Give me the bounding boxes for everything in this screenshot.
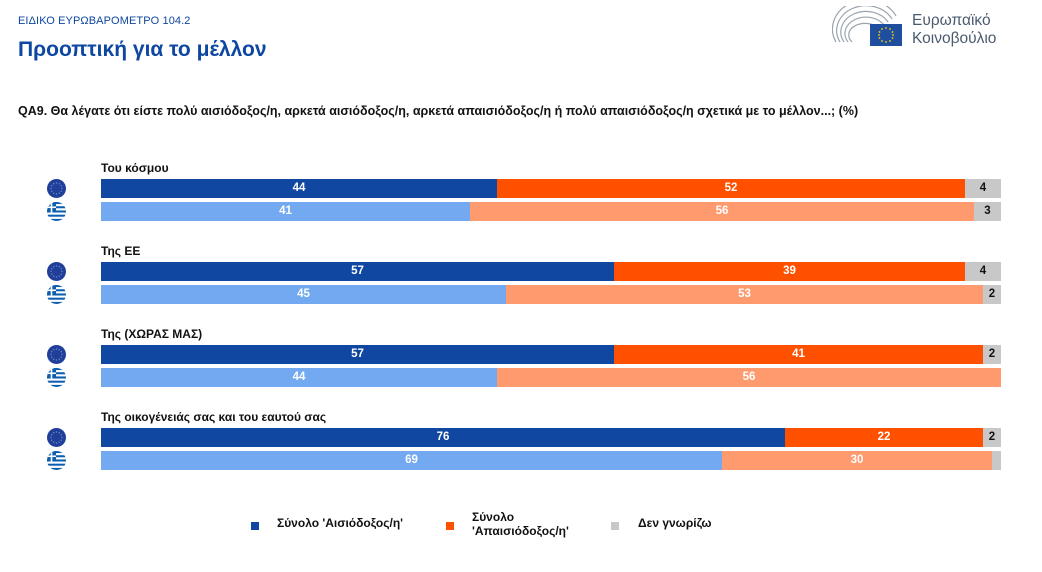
legend-swatch-optimistic: [251, 522, 259, 530]
bar-segment-optimistic: [101, 285, 506, 304]
bar-row-gr: 45 53 2: [101, 285, 1001, 304]
data-label-dont-know: 2: [988, 288, 996, 300]
data-label-optimistic: 44: [292, 371, 306, 383]
group-label: Της ΕΕ: [101, 244, 141, 258]
data-label-dont-know: 4: [979, 265, 987, 277]
eu-flag-icon: [47, 428, 66, 447]
data-label-pessimistic: 53: [738, 288, 751, 300]
greece-flag-icon: [47, 451, 66, 470]
bar-segment-optimistic: [101, 262, 614, 281]
bar-segment-pessimistic: [614, 345, 983, 364]
eu-flag-icon: [47, 345, 66, 364]
data-label-optimistic: 41: [279, 205, 292, 217]
data-label-pessimistic: 56: [715, 205, 729, 217]
data-label-pessimistic: 41: [792, 348, 805, 360]
report-supertitle: ΕΙΔΙΚΟ ΕΥΡΩΒΑΡΟΜΕΤΡΟ 104.2: [18, 15, 191, 27]
bar-segment-dont-know: [965, 179, 1001, 198]
chart-title-question: QA9. Θα λέγατε ότι είστε πολύ αισιόδοξος…: [18, 104, 859, 118]
european-parliament-logo: Ευρωπαϊκό Κοινοβούλιο: [832, 6, 1032, 50]
bar-segment-dont-know: [965, 262, 1001, 281]
bar-segment-dont-know: [992, 451, 1001, 470]
page-title: Προοπτική για το μέλλον: [18, 38, 267, 61]
data-label-pessimistic: 56: [742, 371, 756, 383]
data-label-optimistic: 76: [436, 431, 450, 443]
greece-flag-icon: [47, 285, 66, 304]
data-label-dont-know: 4: [979, 182, 987, 194]
legend-label-optimistic: Σύνολο 'Αισιόδοξος/η': [277, 516, 403, 530]
bar-row-gr: 69 30: [101, 451, 1001, 470]
legend-swatch-dont-know: [611, 522, 619, 530]
data-label-optimistic: 57: [351, 265, 364, 277]
bar-row-gr: 41 56 3: [101, 202, 1001, 221]
bar-segment-pessimistic: [470, 202, 974, 221]
bar-segment-optimistic: [101, 345, 614, 364]
legend-label-pessimistic-line1: Σύνολο: [472, 510, 515, 524]
logo-text: Ευρωπαϊκό Κοινοβούλιο: [912, 12, 996, 48]
bar-segment-optimistic: [101, 368, 497, 387]
eu-flag-icon: [47, 179, 66, 198]
bar-segment-optimistic: [101, 202, 470, 221]
bar-segment-pessimistic: [785, 428, 983, 447]
bar-segment-pessimistic: [506, 285, 983, 304]
bar-row-eu: 76 22 2: [101, 428, 1001, 447]
logo-line-1: Ευρωπαϊκό: [912, 12, 991, 29]
data-label-optimistic: 69: [405, 454, 418, 466]
data-label-dont-know: 2: [988, 431, 996, 443]
data-label-dont-know: 3: [984, 205, 991, 217]
bar-segment-optimistic: [101, 451, 722, 470]
data-label-optimistic: 44: [292, 182, 306, 194]
logo-line-2: Κοινοβούλιο: [912, 30, 997, 47]
eu-flag-icon: [47, 262, 66, 281]
group-label: Της οικογένειάς σας και του εαυτού σας: [101, 410, 327, 424]
european-parliament-hemicycle-eu-flag-icon: [832, 6, 902, 46]
data-label-pessimistic: 39: [783, 265, 796, 277]
bar-segment-pessimistic: [722, 451, 992, 470]
bar-segment-dont-know: [983, 345, 1001, 364]
legend-label-pessimistic-line2: 'Απαισιόδοξος/η': [472, 524, 569, 538]
bar-segment-optimistic: [101, 179, 497, 198]
group-label: Του κόσμου: [101, 161, 169, 175]
bar-row-gr: 44 56: [101, 368, 1001, 387]
bar-row-eu: 44 52 4: [101, 179, 1001, 198]
bar-segment-dont-know: [974, 202, 1001, 221]
legend-label-pessimistic: Σύνολο 'Απαισιόδοξος/η': [472, 510, 569, 538]
bar-row-eu: 57 41 2: [101, 345, 1001, 364]
bar-segment-pessimistic: [497, 368, 1001, 387]
greece-flag-icon: [47, 202, 66, 221]
data-label-pessimistic: 30: [850, 454, 864, 466]
bar-segment-dont-know: [983, 285, 1001, 304]
bar-segment-dont-know: [983, 428, 1001, 447]
data-label-optimistic: 45: [297, 288, 310, 300]
group-label: Της (ΧΩΡΑΣ ΜΑΣ): [101, 327, 203, 341]
bar-segment-pessimistic: [614, 262, 965, 281]
data-label-pessimistic: 22: [877, 431, 891, 443]
bar-row-eu: 57 39 4: [101, 262, 1001, 281]
legend-label-dont-know: Δεν γνωρίζω: [638, 516, 712, 530]
data-label-dont-know: 2: [988, 348, 996, 360]
bar-segment-pessimistic: [497, 179, 965, 198]
legend-swatch-pessimistic: [446, 522, 454, 530]
data-label-optimistic: 57: [351, 348, 364, 360]
bar-segment-optimistic: [101, 428, 785, 447]
data-label-pessimistic: 52: [724, 182, 738, 194]
greece-flag-icon: [47, 368, 66, 387]
